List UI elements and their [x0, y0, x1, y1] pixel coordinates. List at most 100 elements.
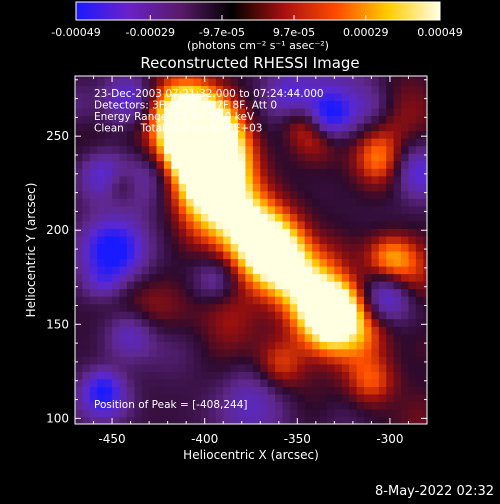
heatmap-cell — [423, 100, 427, 109]
heatmap-cell — [200, 107, 209, 117]
heatmap-cell — [415, 386, 424, 395]
heatmap-cell — [423, 288, 427, 297]
heatmap-cell — [423, 371, 427, 380]
heatmap-cell — [408, 250, 417, 260]
heatmap-cell — [415, 228, 424, 237]
heatmap-cell — [408, 168, 417, 177]
heatmap-cell — [275, 205, 284, 214]
heatmap-cell — [112, 145, 121, 154]
heatmap-cell — [415, 107, 424, 117]
heatmap-cell — [141, 85, 150, 94]
heatmap-cell — [386, 130, 395, 139]
heatmap-cell — [312, 190, 321, 199]
heatmap-cell — [423, 198, 427, 207]
heatmap-cell — [193, 371, 202, 380]
heatmap-cell — [171, 175, 180, 184]
heatmap-cell — [341, 265, 350, 275]
heatmap-cell — [223, 198, 232, 207]
heatmap-cell — [82, 296, 91, 305]
heatmap-cell — [275, 92, 284, 102]
heatmap-cell — [386, 213, 395, 222]
heatmap-cell — [82, 138, 91, 147]
heatmap-cell — [163, 416, 172, 424]
heatmap-cell — [193, 145, 202, 154]
heatmap-cell — [104, 153, 113, 162]
heatmap-cell — [208, 378, 217, 387]
heatmap-cell — [238, 168, 247, 177]
heatmap-cell — [341, 250, 350, 260]
heatmap-cell — [415, 243, 424, 252]
heatmap-cell — [149, 318, 158, 327]
heatmap-cell — [252, 386, 261, 395]
heatmap-cell — [126, 386, 135, 395]
heatmap-cell — [171, 348, 180, 357]
heatmap-cell — [364, 107, 373, 117]
heatmap-cell — [223, 85, 232, 94]
heatmap-cell — [326, 273, 335, 282]
heatmap-cell — [356, 205, 365, 214]
heatmap-cell — [267, 168, 276, 177]
heatmap-cell — [334, 85, 343, 94]
heatmap-cell — [238, 303, 247, 312]
heatmap-cell — [304, 363, 313, 372]
heatmap-cell — [208, 371, 217, 380]
heatmap-cell — [156, 115, 165, 124]
heatmap-cell — [134, 130, 143, 139]
heatmap-cell — [423, 386, 427, 395]
heatmap-cell — [252, 333, 261, 342]
heatmap-cell — [349, 348, 358, 357]
heatmap-cell — [304, 138, 313, 147]
heatmap-cell — [319, 318, 328, 327]
heatmap-cell — [230, 363, 239, 372]
heatmap-cell — [104, 198, 113, 207]
heatmap-cell — [163, 228, 172, 237]
heatmap-cell — [341, 393, 350, 403]
heatmap-cell — [378, 153, 387, 162]
heatmap-cell — [334, 190, 343, 199]
heatmap-cell — [252, 205, 261, 214]
heatmap-cell — [267, 138, 276, 147]
heatmap-cell — [349, 92, 358, 102]
heatmap-cell — [289, 205, 298, 214]
heatmap-cell — [393, 205, 402, 214]
heatmap-cell — [378, 220, 387, 229]
heatmap-cell — [386, 115, 395, 124]
heatmap-cell — [423, 168, 427, 177]
heatmap-cell — [230, 175, 239, 184]
heatmap-cell — [186, 145, 195, 154]
heatmap-cell — [75, 408, 84, 418]
heatmap-cell — [171, 288, 180, 297]
heatmap-cell — [171, 205, 180, 214]
heatmap-cell — [267, 333, 276, 342]
heatmap-cell — [223, 228, 232, 237]
heatmap-cell — [171, 107, 180, 117]
heatmap-cell — [341, 183, 350, 192]
heatmap-cell — [163, 235, 172, 245]
heatmap-cell — [304, 168, 313, 177]
heatmap-cell — [349, 371, 358, 380]
heatmap-cell — [393, 356, 402, 365]
heatmap-cell — [97, 386, 106, 395]
heatmap-cell — [341, 220, 350, 229]
heatmap-cell — [163, 243, 172, 252]
heatmap-cell — [378, 175, 387, 184]
heatmap-cell — [378, 138, 387, 147]
heatmap-cell — [119, 333, 128, 342]
heatmap-cell — [304, 160, 313, 169]
heatmap-cell — [408, 76, 417, 79]
heatmap-cell — [386, 100, 395, 109]
heatmap-cell — [393, 92, 402, 102]
heatmap-cell — [245, 356, 254, 365]
heatmap-cell — [282, 318, 291, 327]
heatmap-cell — [326, 416, 335, 424]
heatmap-cell — [223, 205, 232, 214]
heatmap-cell — [97, 77, 106, 87]
heatmap-cell — [186, 160, 195, 169]
heatmap-cell — [238, 115, 247, 124]
heatmap-cell — [186, 393, 195, 403]
heatmap-cell — [163, 363, 172, 372]
heatmap-cell — [193, 198, 202, 207]
heatmap-cell — [200, 160, 209, 169]
heatmap-cell — [208, 76, 217, 79]
heatmap-cell — [304, 288, 313, 297]
